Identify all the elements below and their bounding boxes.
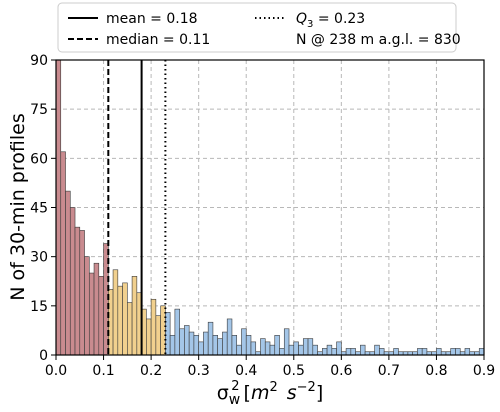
histogram-bar bbox=[84, 256, 90, 356]
histogram-bar bbox=[322, 348, 328, 356]
histogram-bar bbox=[436, 348, 442, 356]
x-tick-label: 0.6 bbox=[330, 363, 352, 379]
histogram-bar bbox=[184, 325, 190, 356]
histogram-bar bbox=[331, 348, 337, 356]
histogram-bar bbox=[312, 344, 318, 356]
histogram-bar bbox=[74, 226, 81, 356]
legend-mean-label: mean = 0.18 bbox=[106, 11, 198, 27]
histogram-bar bbox=[150, 298, 157, 356]
y-tick-label: 0 bbox=[39, 348, 48, 364]
histogram-bar bbox=[302, 338, 309, 356]
grid-lines bbox=[56, 60, 484, 355]
histogram-bar bbox=[146, 318, 152, 356]
statistic-lines bbox=[107, 60, 167, 355]
histogram-bar bbox=[117, 285, 123, 356]
x-tick-label: 0.4 bbox=[235, 363, 257, 379]
histogram-bar bbox=[298, 344, 304, 356]
histogram-bar bbox=[112, 269, 119, 356]
histogram-bar bbox=[250, 341, 257, 356]
histogram-bar bbox=[226, 318, 233, 356]
y-tick-label: 75 bbox=[30, 102, 48, 118]
histogram-bar bbox=[179, 328, 185, 356]
histogram-bar bbox=[478, 348, 485, 356]
histogram-bar bbox=[393, 348, 399, 356]
histogram-bar bbox=[88, 272, 95, 356]
histogram-bar bbox=[169, 335, 176, 356]
histogram-bar bbox=[131, 276, 138, 356]
histogram-bar bbox=[198, 341, 204, 356]
histogram-bar bbox=[269, 344, 276, 356]
histogram-bar bbox=[55, 59, 62, 356]
legend-box bbox=[57, 2, 457, 53]
histogram-bar bbox=[193, 335, 199, 356]
histogram-bar bbox=[174, 308, 180, 356]
histogram-bar bbox=[127, 302, 133, 356]
x-tick-label: 0.3 bbox=[188, 363, 210, 379]
histogram-bar bbox=[155, 315, 161, 356]
y-tick-label: 15 bbox=[30, 299, 48, 315]
histogram-bar bbox=[79, 230, 85, 356]
histogram-bar bbox=[212, 335, 218, 356]
histogram-bar bbox=[93, 262, 100, 356]
histogram-bar bbox=[421, 348, 428, 356]
histogram-bar bbox=[241, 328, 247, 356]
histogram-bar bbox=[217, 338, 223, 356]
histogram-bar bbox=[60, 151, 66, 356]
x-tick-label: 0.7 bbox=[378, 363, 400, 379]
histogram-bar bbox=[260, 338, 266, 356]
histogram-bar bbox=[245, 335, 252, 356]
histogram-bar bbox=[203, 331, 209, 356]
legend-sample-size: N @ 238 m a.g.l. = 830 bbox=[296, 32, 461, 48]
histogram-bar bbox=[122, 282, 128, 356]
histogram-bar bbox=[98, 276, 104, 356]
legend: mean = 0.18 median = 0.11 Q3 = 0.23 N @ … bbox=[57, 2, 461, 53]
histogram-bar bbox=[264, 341, 271, 356]
histogram-bar bbox=[379, 348, 385, 356]
histogram-bar bbox=[336, 341, 342, 356]
y-axis-ticks: 0 15 30 45 60 75 90 bbox=[30, 53, 56, 364]
y-tick-label: 90 bbox=[30, 53, 48, 69]
x-tick-label: 0.8 bbox=[425, 363, 447, 379]
legend-q3-label: Q3 = 0.23 bbox=[296, 11, 365, 30]
histogram-bar bbox=[374, 344, 380, 356]
histogram-bar bbox=[188, 331, 195, 356]
x-axis-label: σw2 [m2 s−2] bbox=[217, 379, 324, 408]
x-tick-label: 0.1 bbox=[92, 363, 114, 379]
x-tick-label: 0.2 bbox=[140, 363, 162, 379]
histogram-bar bbox=[417, 348, 423, 356]
x-tick-label: 0.9 bbox=[473, 363, 495, 379]
histogram-bar bbox=[207, 321, 214, 356]
histogram-bar bbox=[326, 344, 333, 356]
legend-median-label: median = 0.11 bbox=[106, 32, 210, 48]
histogram-bar bbox=[222, 331, 228, 356]
y-tick-label: 60 bbox=[30, 151, 48, 167]
histogram-bar bbox=[288, 344, 295, 356]
histogram-bar bbox=[455, 348, 461, 356]
histogram-bar bbox=[464, 348, 471, 356]
histogram-bar bbox=[69, 207, 76, 356]
histogram-bar bbox=[231, 335, 238, 356]
histogram-bar bbox=[65, 190, 71, 356]
histogram-bar bbox=[350, 348, 356, 356]
histogram-bar bbox=[345, 348, 352, 356]
histogram-bar bbox=[307, 338, 314, 356]
histogram-bar bbox=[283, 328, 290, 356]
histogram-bar bbox=[450, 348, 456, 356]
x-tick-label: 0.5 bbox=[283, 363, 305, 379]
histogram-bar bbox=[293, 341, 299, 356]
y-tick-label: 45 bbox=[30, 201, 48, 217]
y-axis-label: N of 30-min profiles bbox=[7, 113, 29, 300]
histogram-bar bbox=[279, 348, 285, 356]
y-tick-label: 30 bbox=[30, 250, 48, 266]
histogram-bar bbox=[360, 344, 366, 356]
x-axis-ticks: 0.0 0.1 0.2 0.3 0.4 0.5 0.6 0.7 0.8 0.9 bbox=[45, 355, 495, 379]
histogram-bar bbox=[274, 335, 280, 356]
histogram-bar bbox=[236, 344, 242, 356]
x-tick-label: 0.0 bbox=[45, 363, 67, 379]
